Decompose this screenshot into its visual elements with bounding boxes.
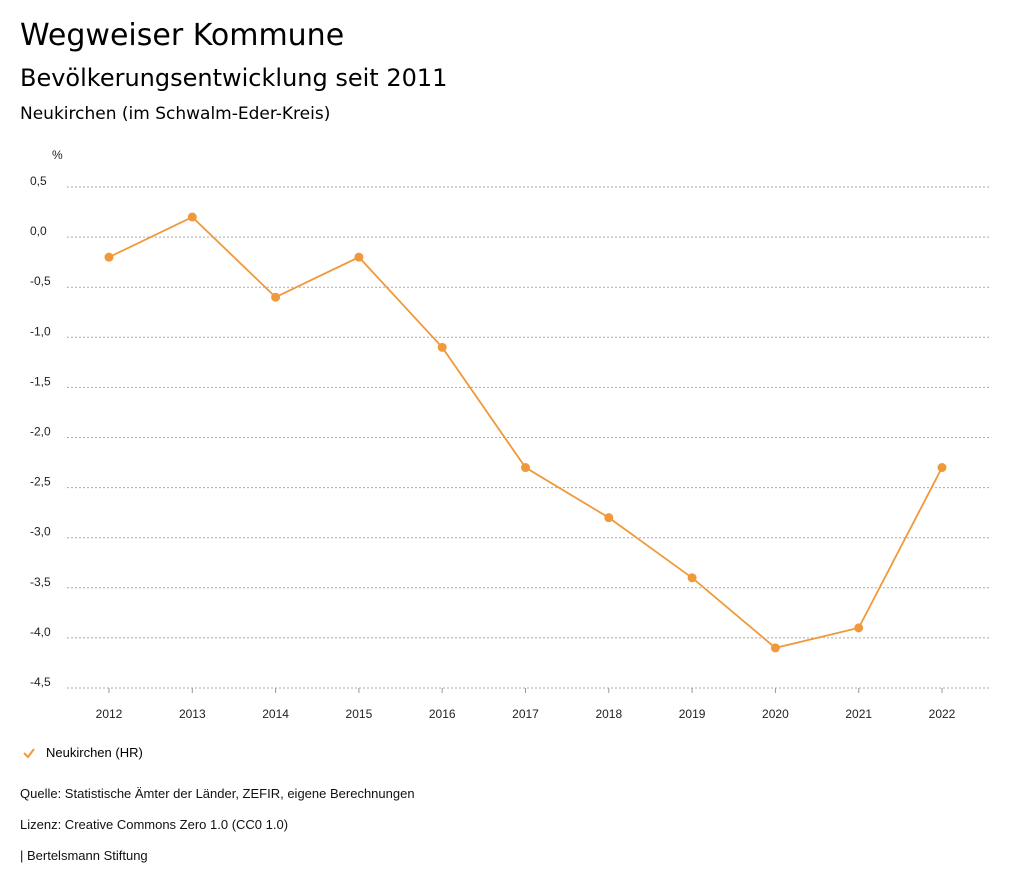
y-tick-label: -3,0: [30, 525, 51, 539]
y-tick-label: -3,5: [30, 575, 51, 589]
data-point: [354, 252, 364, 262]
y-tick-label: -4,5: [30, 675, 51, 689]
x-tick-label: 2015: [346, 707, 373, 721]
region-title: Neukirchen (im Schwalm-Eder-Kreis): [20, 104, 331, 124]
y-tick-label: -2,0: [30, 425, 51, 439]
y-tick-label: 0,5: [30, 174, 47, 188]
x-tick-label: 2016: [429, 707, 456, 721]
x-tick-label: 2013: [179, 707, 206, 721]
x-tick-label: 2021: [845, 707, 872, 721]
y-tick-label: 0,0: [30, 224, 47, 238]
license-note: Lizenz: Creative Commons Zero 1.0 (CC0 1…: [20, 817, 289, 832]
series-line: [108, 215, 943, 649]
data-point: [604, 513, 614, 523]
x-tick-label: 2019: [679, 707, 706, 721]
legend-item-neukirchen[interactable]: Neukirchen (HR): [22, 745, 143, 760]
y-tick-label: -1,0: [30, 324, 51, 338]
source-note: Quelle: Statistische Ämter der Länder, Z…: [20, 786, 415, 801]
y-tick-label: -0,5: [30, 274, 51, 288]
data-point: [687, 573, 697, 583]
x-tick-label: 2014: [262, 707, 289, 721]
x-tick-label: 2017: [512, 707, 539, 721]
data-point: [187, 212, 197, 222]
legend-label: Neukirchen (HR): [46, 745, 143, 760]
data-point: [770, 643, 780, 653]
x-tick-label: 2022: [929, 707, 956, 721]
data-point: [437, 342, 447, 352]
data-point: [854, 623, 864, 633]
y-tick-label: -2,5: [30, 475, 51, 489]
x-tick-label: 2012: [96, 707, 123, 721]
page-title: Wegweiser Kommune: [20, 18, 345, 53]
check-icon: [23, 747, 35, 759]
line-chart: % 0,5 0,0 -0,5 -1,0 -1,5 -2,0 -2,5 -3,0 -3,5 -4,0…: [30, 148, 990, 721]
y-tick-label: -1,5: [30, 374, 51, 388]
brand-note: | Bertelsmann Stiftung: [20, 848, 148, 863]
chart-subtitle: Bevölkerungsentwicklung seit 2011: [20, 64, 448, 92]
x-tick-label: 2018: [595, 707, 622, 721]
y-axis-unit: %: [52, 148, 63, 162]
data-point: [104, 252, 114, 262]
data-point: [521, 463, 530, 473]
x-tick-label: 2020: [762, 707, 789, 721]
data-point: [271, 292, 281, 302]
data-point: [937, 463, 947, 473]
y-tick-label: -4,0: [30, 625, 51, 639]
